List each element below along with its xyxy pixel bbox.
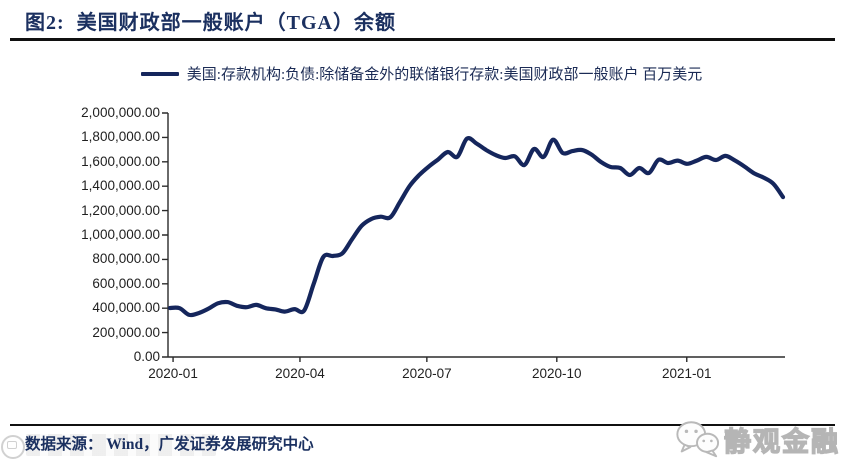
corner-watermark-icon (1, 435, 25, 459)
y-axis-label: 2,000,000.00 (81, 105, 160, 120)
legend: 美国:存款机构:负债:除储备金外的联储银行存款:美国财政部一般账户 百万美元 (0, 63, 843, 84)
source-watermark-decoration (26, 434, 216, 456)
x-axis-label: 2020-04 (275, 366, 325, 381)
x-axis-label: 2020-10 (532, 366, 582, 381)
y-axis-label: 600,000.00 (92, 275, 160, 291)
y-axis-label: 1,200,000.00 (81, 202, 160, 218)
tga-series-line (167, 136, 786, 318)
x-axis-label: 2020-01 (148, 366, 198, 381)
data-source-text: 数据来源： Wind，广发证券发展研究中心 (25, 436, 314, 453)
y-axis-label: 1,400,000.00 (81, 178, 160, 194)
figure-title: 图2: 美国财政部一般账户（TGA）余额 (25, 12, 396, 34)
y-axis-label: 400,000.00 (92, 300, 160, 316)
brand-watermark: 静观金融 (674, 418, 840, 460)
y-axis-label: 800,000.00 (92, 251, 160, 267)
x-axis-label: 2021-01 (661, 366, 712, 381)
title-divider (10, 38, 835, 41)
wechat-icon (676, 421, 720, 458)
brand-watermark-text: 静观金融 (723, 426, 840, 457)
y-axis-label: 1,800,000.00 (81, 129, 160, 145)
y-axis-label: 1,000,000.00 (81, 227, 160, 242)
footer-divider (10, 424, 835, 426)
y-axis-label: 0.00 (133, 349, 160, 364)
y-axis-label: 200,000.00 (92, 324, 160, 340)
x-axis-label: 2020-07 (402, 366, 452, 381)
legend-label: 美国:存款机构:负债:除储备金外的联储银行存款:美国财政部一般账户 百万美元 (186, 67, 703, 83)
legend-line-icon (140, 71, 179, 76)
y-axis-label: 1,600,000.00 (81, 153, 160, 169)
